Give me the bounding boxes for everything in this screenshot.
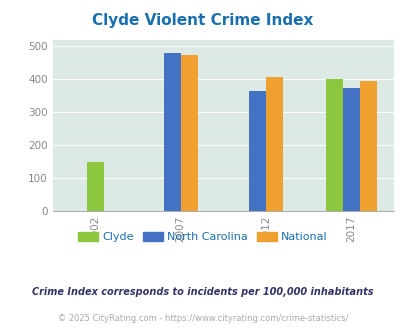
Bar xyxy=(180,55,197,211)
Bar xyxy=(87,162,104,211)
Legend: Clyde, North Carolina, National: Clyde, North Carolina, National xyxy=(73,228,332,247)
Bar xyxy=(359,81,376,211)
Bar xyxy=(342,88,359,211)
Bar xyxy=(248,91,265,211)
Bar xyxy=(163,53,180,211)
Bar xyxy=(265,77,282,211)
Text: Clyde Violent Crime Index: Clyde Violent Crime Index xyxy=(92,13,313,28)
Text: Crime Index corresponds to incidents per 100,000 inhabitants: Crime Index corresponds to incidents per… xyxy=(32,287,373,297)
Text: © 2025 CityRating.com - https://www.cityrating.com/crime-statistics/: © 2025 CityRating.com - https://www.city… xyxy=(58,314,347,323)
Bar xyxy=(325,79,342,211)
